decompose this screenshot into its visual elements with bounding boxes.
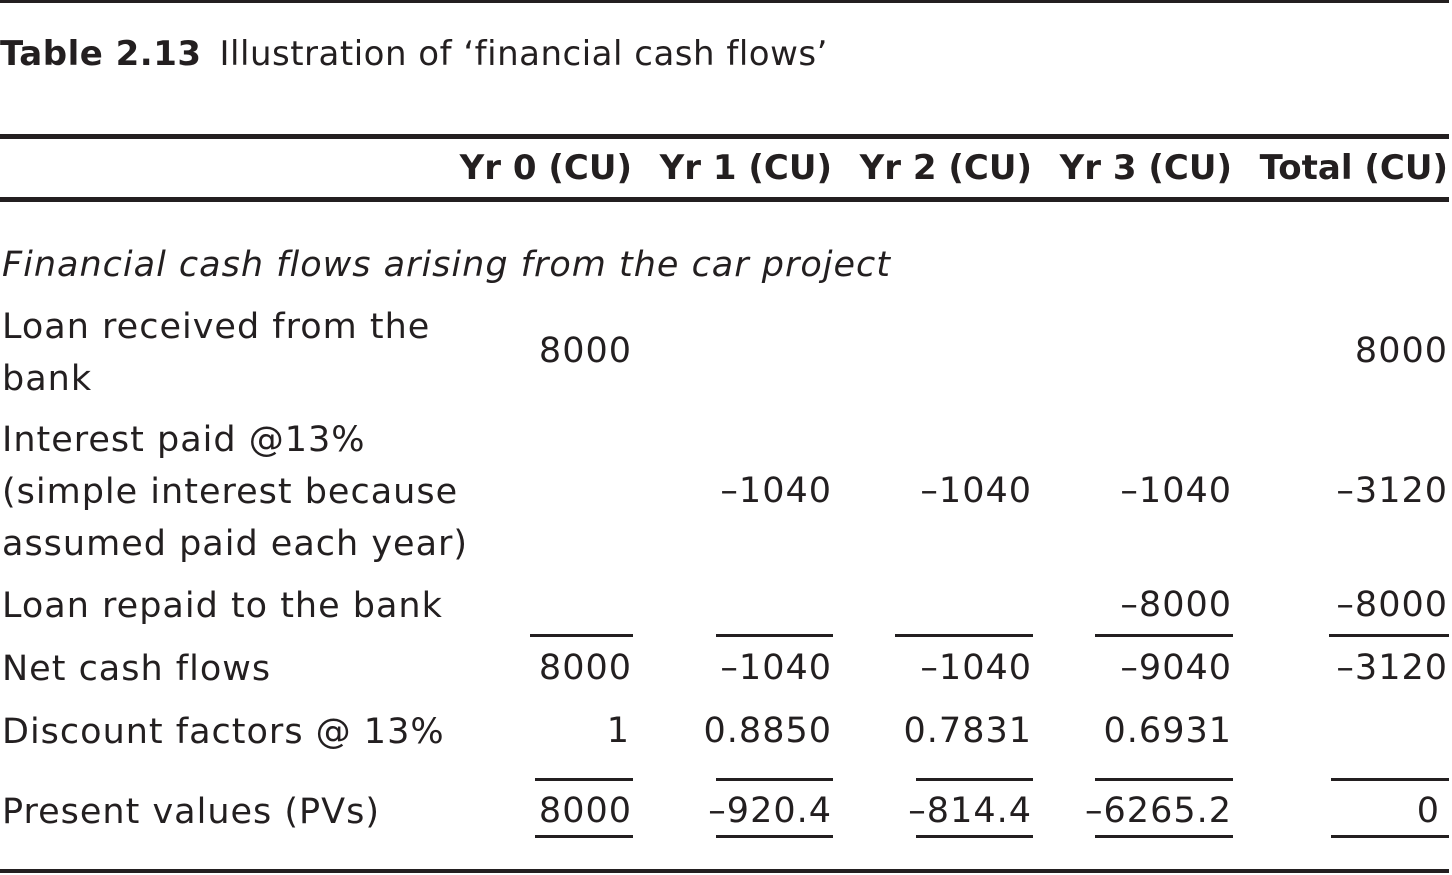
cell-loan-received-total: 8000 <box>1354 331 1448 371</box>
pv-bottom-rule-yr0 <box>535 835 633 838</box>
pv-top-rule-yr3 <box>1095 778 1233 781</box>
subtotal-rule-total <box>1329 634 1449 637</box>
pv-top-rule-yr0 <box>535 778 633 781</box>
cell-pv-yr3: –6265.2 <box>1085 791 1232 831</box>
header-top-rule <box>0 134 1449 139</box>
row-label-loan-repaid: Loan repaid to the bank <box>2 586 443 626</box>
cell-pv-total: 0 <box>1416 791 1440 831</box>
row-label-discount-factors: Discount factors @ 13% <box>2 712 445 752</box>
cell-interest-yr3: –1040 <box>1120 471 1232 511</box>
cell-net-yr2: –1040 <box>920 648 1032 688</box>
header-yr2: Yr 2 (CU) <box>859 148 1032 188</box>
cell-net-yr1: –1040 <box>720 648 832 688</box>
subtotal-rule-yr0 <box>530 634 633 637</box>
pv-bottom-rule-yr3 <box>1095 835 1233 838</box>
header-yr0: Yr 0 (CU) <box>459 148 632 188</box>
cell-pv-yr0: 8000 <box>538 791 632 831</box>
header-total: Total (CU) <box>1259 148 1448 188</box>
row-label-loan-received: Loan received from the bank <box>2 307 431 399</box>
cell-df-yr2: 0.7831 <box>903 711 1032 751</box>
cell-pv-yr1: –920.4 <box>708 791 832 831</box>
subtotal-rule-yr3 <box>1095 634 1233 637</box>
section-label: Financial cash flows arising from the ca… <box>2 245 892 285</box>
pv-top-rule-yr1 <box>716 778 833 781</box>
cell-loan-repaid-total: –8000 <box>1336 585 1448 625</box>
pv-top-rule-total <box>1331 778 1449 781</box>
header-yr1: Yr 1 (CU) <box>659 148 832 188</box>
subtotal-rule-yr1 <box>716 634 833 637</box>
cell-df-yr3: 0.6931 <box>1103 711 1232 751</box>
pv-bottom-rule-yr2 <box>916 835 1033 838</box>
cell-interest-total: –3120 <box>1336 471 1448 511</box>
table-title: Illustration of ‘financial cash flows’ <box>219 34 828 74</box>
cell-pv-yr2: –814.4 <box>908 791 1032 831</box>
cell-interest-yr2: –1040 <box>920 471 1032 511</box>
cell-loan-repaid-yr3: –8000 <box>1120 585 1232 625</box>
table-number: Table 2.13 <box>0 34 202 74</box>
row-label-present-values: Present values (PVs) <box>2 792 380 832</box>
header-yr3: Yr 3 (CU) <box>1059 148 1232 188</box>
cell-df-yr0: 1 <box>606 711 630 751</box>
pv-bottom-rule-yr1 <box>716 835 833 838</box>
cell-df-yr1: 0.8850 <box>703 711 832 751</box>
top-rule <box>0 0 1449 3</box>
pv-bottom-rule-total <box>1331 835 1449 838</box>
header-bottom-rule <box>0 197 1449 202</box>
cell-loan-received-yr0: 8000 <box>538 331 632 371</box>
pv-top-rule-yr2 <box>916 778 1033 781</box>
cell-net-total: –3120 <box>1336 648 1448 688</box>
row-label-net-cash-flows: Net cash flows <box>2 649 272 689</box>
subtotal-rule-yr2 <box>895 634 1033 637</box>
cell-net-yr3: –9040 <box>1120 648 1232 688</box>
cell-interest-yr1: –1040 <box>720 471 832 511</box>
cell-net-yr0: 8000 <box>538 648 632 688</box>
table-caption: Table 2.13 Illustration of ‘financial cas… <box>0 34 828 74</box>
table-bottom-rule <box>0 869 1449 873</box>
row-label-interest-paid: Interest paid @13% (simple interest beca… <box>2 420 469 564</box>
